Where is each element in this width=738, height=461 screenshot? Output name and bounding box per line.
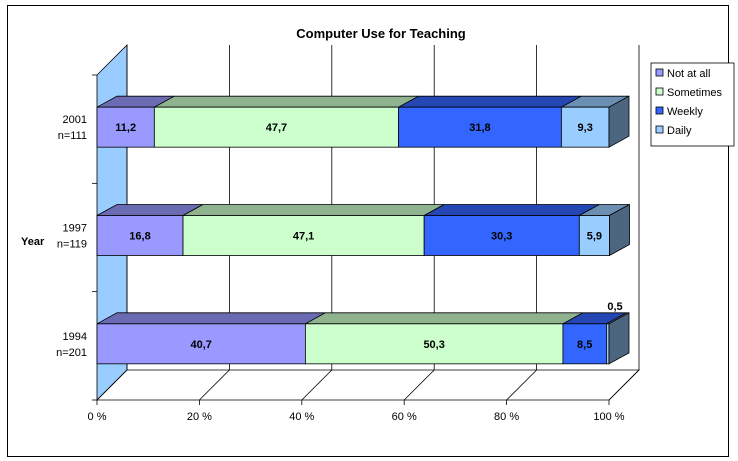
bar-segment xyxy=(96,215,184,256)
bar-top xyxy=(398,95,582,108)
legend-swatch xyxy=(655,87,664,96)
floor-gridline xyxy=(301,369,333,401)
y-tick-label: 1994 xyxy=(63,331,87,343)
floor-gridline xyxy=(506,369,537,401)
bar-segment xyxy=(96,106,155,148)
legend-swatch xyxy=(655,68,664,77)
chart-title: Computer Use for Teaching xyxy=(296,26,466,41)
legend: Not at all Sometimes Weekly Daily xyxy=(650,62,735,147)
bar-segment xyxy=(304,323,564,365)
bar-side xyxy=(608,95,630,148)
y-tick-label: 2001 xyxy=(63,114,87,126)
data-label: 50,3 xyxy=(423,339,444,351)
legend-box xyxy=(650,62,735,147)
bar-segment xyxy=(560,106,610,148)
floor-gridline xyxy=(403,369,435,401)
legend-label: Sometimes xyxy=(667,87,723,99)
bar-segment xyxy=(96,323,306,365)
legend-label: Daily xyxy=(667,125,692,137)
y-tick-label: n=201 xyxy=(56,347,87,359)
y-tick-label: n=111 xyxy=(58,130,87,142)
y-tick-label: n=119 xyxy=(57,239,87,251)
x-tick-label: 80 % xyxy=(494,411,519,423)
floor xyxy=(96,369,640,401)
plot-area: 0 % 20 % 40 % 60 % 80 % 100 % 1994 n=201 40,7 50,… xyxy=(21,44,640,423)
bar-segment xyxy=(578,215,610,256)
x-tick-label: 40 % xyxy=(289,411,314,423)
data-label: 31,8 xyxy=(469,122,490,134)
data-label: 40,7 xyxy=(190,339,211,351)
bar-top xyxy=(182,204,445,216)
bar-segment xyxy=(423,215,580,256)
x-tick-label: 100 % xyxy=(593,411,624,423)
floor-gridline xyxy=(96,369,128,401)
bar-side xyxy=(608,312,630,365)
x-tick-label: 20 % xyxy=(187,411,212,423)
data-label: 11,2 xyxy=(115,122,136,134)
bar-side xyxy=(609,203,630,257)
y-axis-title: Year xyxy=(21,236,45,248)
y-tick-label: 1997 xyxy=(63,223,87,235)
data-label: 8,5 xyxy=(577,339,592,351)
bar-segment xyxy=(562,323,607,365)
bar-segment xyxy=(398,106,562,148)
bar-segment xyxy=(182,215,425,256)
data-label: 9,3 xyxy=(578,122,593,134)
data-label: 16,8 xyxy=(129,231,150,243)
floor-gridline xyxy=(199,369,230,401)
data-label: 0,5 xyxy=(607,301,622,313)
legend-swatch xyxy=(655,125,664,134)
bar-top xyxy=(154,95,419,108)
legend-swatch xyxy=(655,106,664,115)
legend-label: Weekly xyxy=(667,106,703,118)
x-tick-label: 60 % xyxy=(392,411,417,423)
bar-top xyxy=(305,312,584,325)
bar-top xyxy=(96,312,326,325)
x-tick-label: 0 % xyxy=(88,411,107,423)
data-label: 5,9 xyxy=(587,231,602,243)
legend-label: Not at all xyxy=(667,68,710,80)
floor-gridline xyxy=(608,369,640,401)
data-label: 30,3 xyxy=(491,231,512,243)
data-label: 47,7 xyxy=(266,122,287,134)
bar-segment xyxy=(153,106,399,148)
bar-top xyxy=(423,204,600,216)
data-label: 47,1 xyxy=(293,231,314,243)
